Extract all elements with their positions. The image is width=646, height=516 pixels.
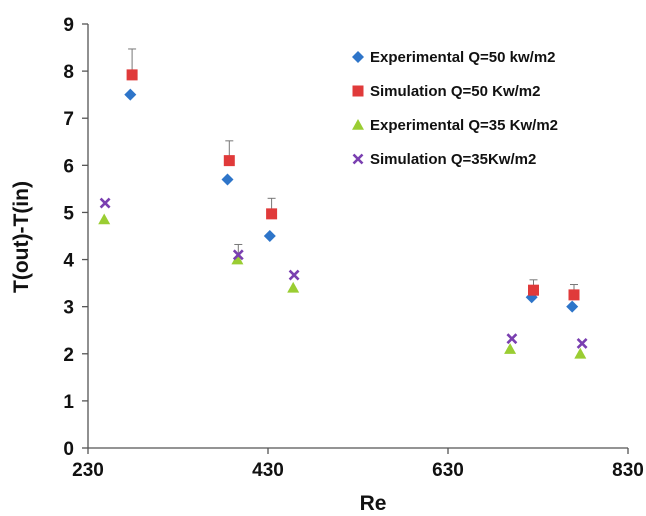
x-tick-label: 230	[72, 460, 104, 481]
data-point-series-3	[504, 343, 517, 354]
axes	[82, 23, 629, 454]
data-point-series-1	[263, 230, 276, 242]
data-point-series-4	[506, 333, 518, 345]
data-point-series-4	[576, 337, 588, 349]
y-tick-label: 4	[63, 251, 74, 272]
data-point-series-1	[124, 88, 137, 101]
y-tick-label: 9	[63, 15, 74, 36]
legend-marker-2	[352, 85, 364, 97]
y-tick-label: 0	[63, 439, 74, 460]
data-point-series-4	[288, 269, 300, 281]
tick-labels: 0 1 2 3 4 5 6 7 8 9 230 430 630 830	[63, 15, 643, 481]
x-tick-label: 630	[432, 460, 464, 481]
x-tick-label: 830	[612, 460, 644, 481]
y-tick-label: 2	[63, 345, 74, 366]
y-tick-label: 3	[63, 298, 74, 319]
data-points	[98, 69, 588, 359]
legend: Experimental Q=50 kw/m2 Simulation Q=50 K…	[352, 49, 558, 168]
data-point-series-3	[231, 253, 244, 265]
data-point-series-1	[221, 173, 234, 186]
data-point-series-3	[574, 347, 587, 359]
data-point-series-3	[98, 213, 111, 225]
data-point-series-2	[528, 284, 539, 296]
legend-label-2: Simulation Q=50 Kw/m2	[370, 83, 540, 100]
legend-label-4: Simulation Q=35Kw/m2	[370, 151, 536, 168]
data-point-series-2	[266, 208, 278, 220]
data-point-series-2	[126, 69, 138, 81]
legend-marker-3	[352, 119, 364, 130]
y-tick-label: 6	[63, 156, 74, 177]
y-tick-label: 1	[63, 392, 74, 413]
legend-marker-1	[352, 51, 364, 63]
x-axis-label: Re	[360, 492, 387, 515]
data-point-series-4	[99, 197, 111, 209]
data-point-series-2	[568, 289, 580, 301]
data-point-series-1	[566, 300, 579, 313]
x-tick-label: 430	[252, 460, 284, 481]
data-point-series-2	[223, 155, 235, 167]
y-tick-label: 7	[63, 109, 74, 130]
legend-marker-4	[352, 153, 364, 165]
y-tick-label: 8	[63, 62, 74, 83]
y-axis-label: T(out)-T(in)	[10, 181, 33, 293]
legend-label-1: Experimental Q=50 kw/m2	[370, 49, 556, 66]
data-point-series-3	[287, 281, 300, 293]
data-point-series-4	[232, 249, 244, 261]
legend-label-3: Experimental Q=35 Kw/m2	[370, 117, 558, 134]
y-tick-label: 5	[63, 203, 74, 224]
